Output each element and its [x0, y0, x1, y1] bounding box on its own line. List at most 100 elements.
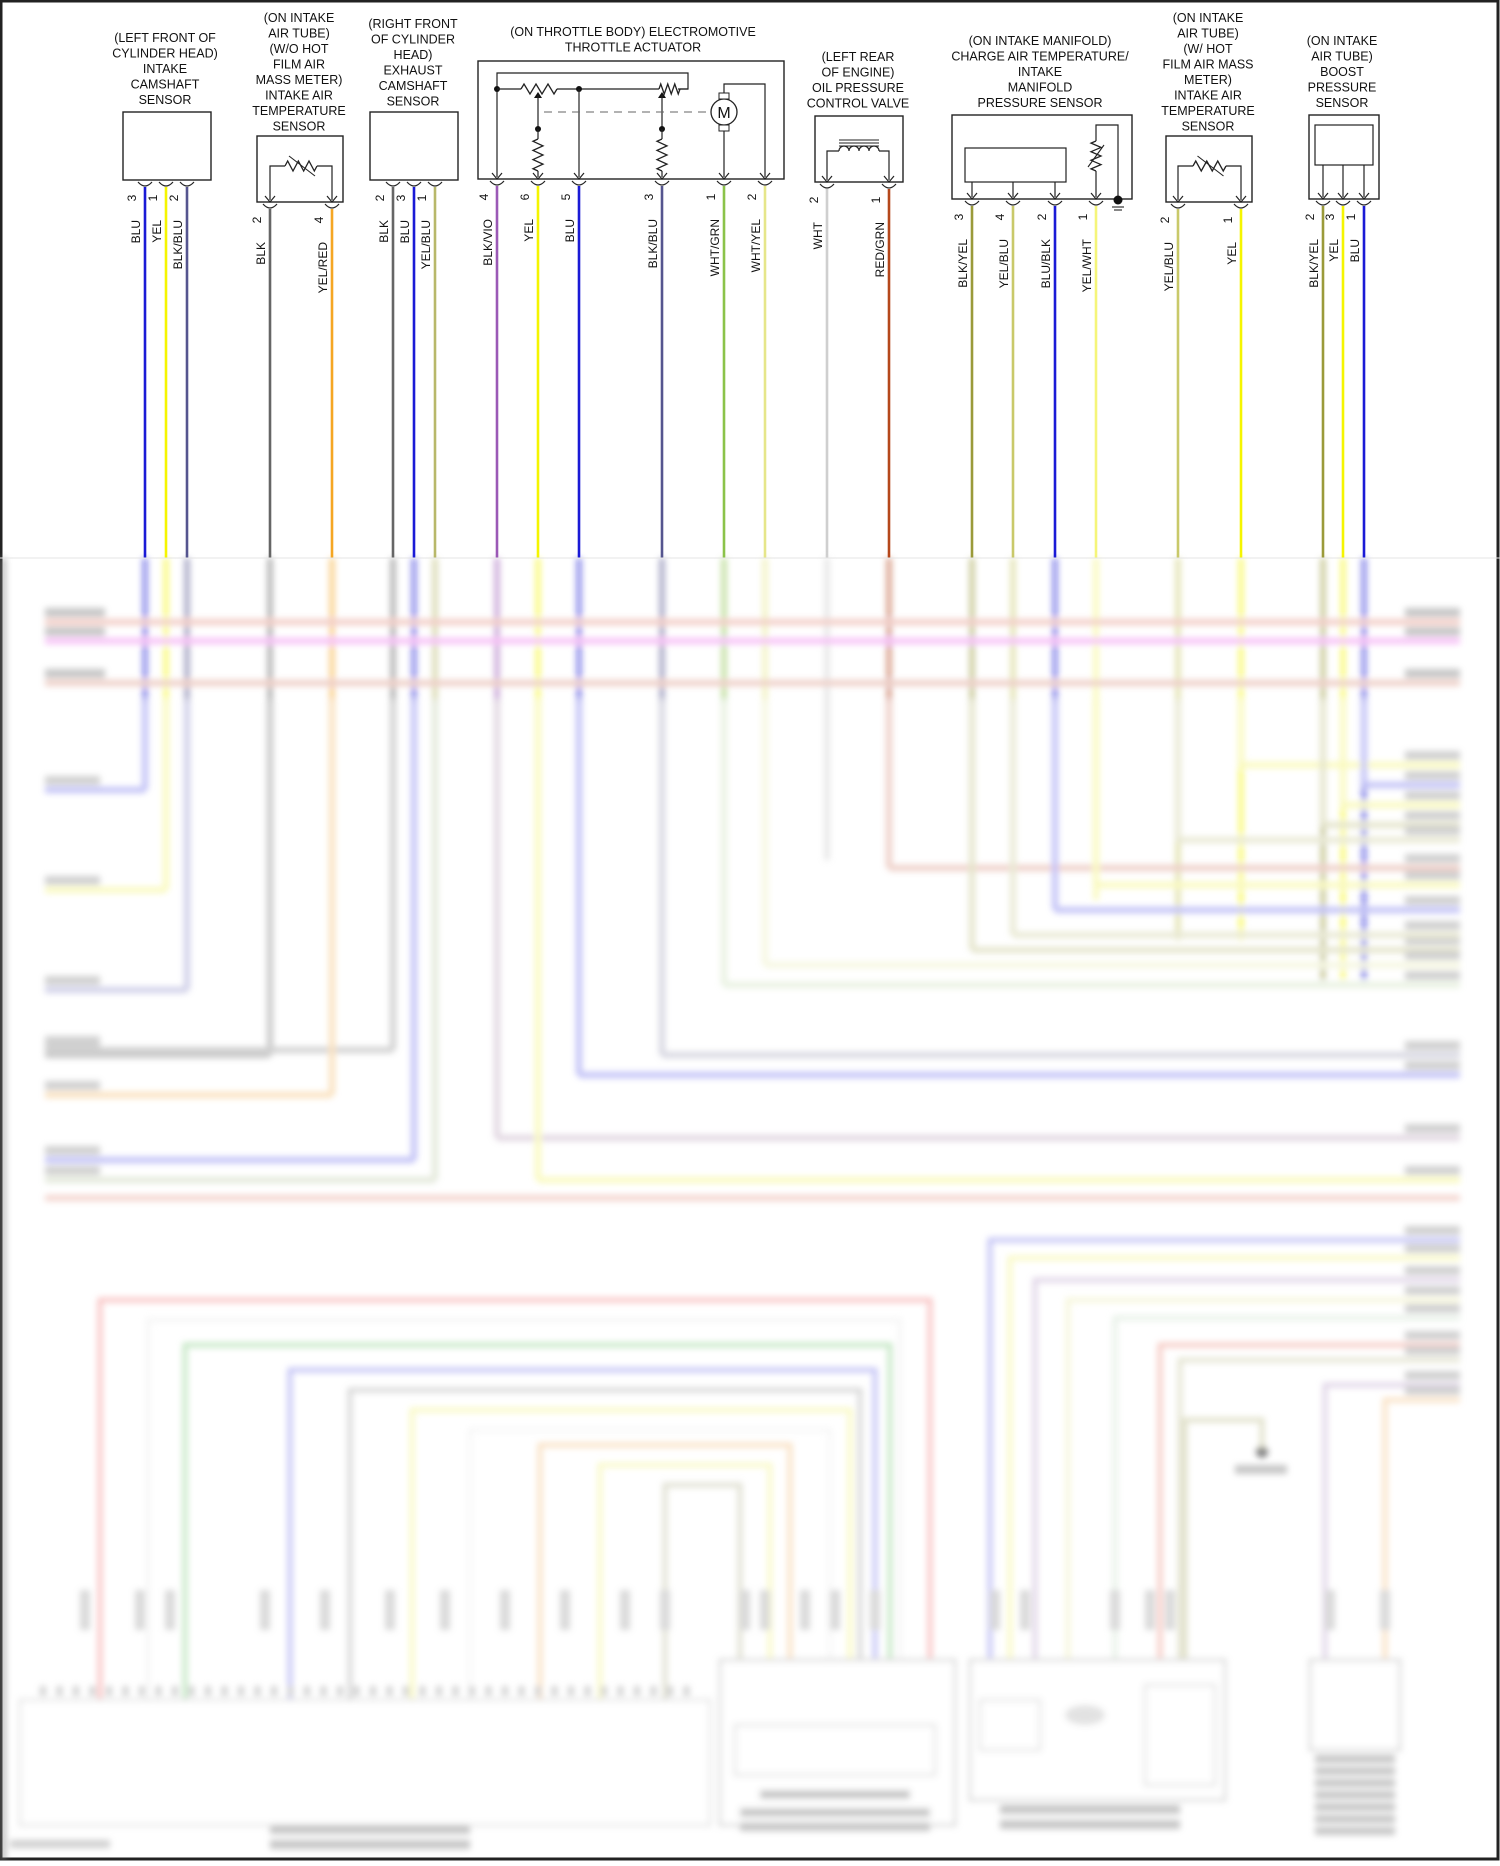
connector-terminal-icon: [717, 181, 731, 185]
pin-number: 1: [1221, 216, 1235, 223]
component-title-line: THROTTLE ACTUATOR: [565, 41, 701, 55]
component-title-line: CONTROL VALVE: [807, 97, 910, 111]
connector-terminal-icon: [386, 182, 400, 186]
pin-number: 2: [373, 194, 387, 201]
component-title-line: (ON INTAKE: [1307, 34, 1378, 48]
connector-terminal-icon: [428, 182, 442, 186]
wire-color-label: YEL: [150, 220, 164, 243]
pin-iat-without-hfm-4: 4YEL/RED: [312, 204, 339, 558]
wire-color-label: YEL: [1327, 239, 1341, 262]
component-intake-cam: (LEFT FRONT OFCYLINDER HEAD)INTAKECAMSHA…: [112, 31, 218, 558]
pin-intake-cam-3: 3BLU: [125, 182, 152, 558]
connector-terminal-icon: [965, 201, 979, 205]
pin-charge-air-map-2: 2BLU/BLK: [1035, 201, 1062, 558]
pin-number: 4: [993, 213, 1007, 220]
component-throttle-actuator: (ON THROTTLE BODY) ELECTROMOTIVE THROTTLE…: [477, 25, 784, 558]
component-title-line: BOOST: [1320, 65, 1364, 79]
pin-number: 3: [394, 194, 408, 201]
wire-color-label: YEL/BLU: [419, 220, 433, 269]
pin-number: 2: [807, 196, 821, 203]
component-title-line: OF ENGINE): [822, 66, 895, 80]
wire-color-label: BLK/BLU: [171, 220, 185, 269]
component-title-line: AIR TUBE): [1177, 27, 1239, 41]
component-title-line: (W/O HOT: [269, 42, 328, 56]
connector-terminal-icon: [1336, 201, 1350, 205]
component-title-line: FILM AIR MASS: [1163, 58, 1254, 72]
ground-node-icon: [1256, 1446, 1268, 1458]
connector-terminal-icon: [1048, 201, 1062, 205]
component-title-line: CAMSHAFT: [131, 78, 200, 92]
component-title-line: HEAD): [394, 48, 433, 62]
pin-charge-air-map-3: 3BLK/YEL: [952, 201, 979, 558]
pin-number: 2: [1303, 213, 1317, 220]
pin-throttle-actuator-1: 1WHT/GRN: [704, 181, 731, 558]
component-title-line: TEMPERATURE: [252, 104, 346, 118]
pin-exhaust-cam-1: 1YEL/BLU: [415, 182, 442, 558]
component-title-line: AIR TUBE): [268, 27, 330, 41]
connector-terminal-icon: [882, 184, 896, 188]
component-title-line: (ON THROTTLE BODY) ELECTROMOTIVE: [510, 25, 756, 39]
wire-color-label: WHT/YEL: [749, 219, 763, 273]
component-exhaust-cam: (RIGHT FRONTOF CYLINDERHEAD)EXHAUSTCAMSH…: [368, 17, 458, 558]
component-title-line: PRESSURE: [1308, 81, 1377, 95]
connector-terminal-icon: [655, 181, 669, 185]
connector-terminal-icon: [1316, 201, 1330, 205]
wiring-diagram: (LEFT FRONT OFCYLINDER HEAD)INTAKECAMSHA…: [0, 0, 1500, 1861]
wire-color-label: RED/GRN: [873, 222, 887, 277]
pin-oil-pressure-valve-1: 1 RED/GRN: [869, 184, 896, 558]
pin-number: 1: [146, 194, 160, 201]
pin-throttle-actuator-2: 2WHT/YEL: [745, 181, 772, 558]
pin-intake-cam-2: 2BLK/BLU: [167, 182, 194, 558]
pin-boost-pressure-1: 1BLU: [1344, 201, 1371, 558]
component-iat-with-hfm: (ON INTAKEAIR TUBE)(W/ HOTFILM AIR MASSM…: [1158, 11, 1255, 558]
component-body: [478, 61, 784, 179]
component-title-line: (ON INTAKE: [264, 11, 335, 25]
connector-terminal-icon: [572, 181, 586, 185]
pin-number: 5: [559, 193, 573, 200]
pin-throttle-actuator-3: 3BLK/BLU: [642, 181, 669, 558]
connector-terminal-icon: [263, 204, 277, 208]
pin-number: 1: [704, 193, 718, 200]
obscured-lower-section: [0, 558, 1460, 1861]
pin-number: 1: [1076, 213, 1090, 220]
pin-exhaust-cam-3: 3BLU: [394, 182, 421, 558]
wire-color-label: YEL/BLU: [997, 239, 1011, 288]
schematic-canvas: (LEFT FRONT OFCYLINDER HEAD)INTAKECAMSHA…: [0, 0, 1500, 1861]
wire-color-label: YEL/BLU: [1162, 242, 1176, 291]
wire-color-label: BLK: [254, 242, 268, 265]
component-title-line: SENSOR: [273, 120, 326, 134]
pin-intake-cam-1: 1 YEL: [146, 182, 173, 558]
component-title-line: SENSOR: [387, 95, 440, 109]
wire-color-label: BLU: [563, 219, 577, 242]
component-oil-pressure-valve: (LEFT REAROF ENGINE)OIL PRESSURECONTROL …: [807, 50, 910, 558]
pin-throttle-actuator-6: 6YEL: [518, 181, 545, 558]
connector-terminal-icon: [325, 204, 339, 208]
component-title-line: CYLINDER HEAD): [112, 47, 218, 61]
component-title-line: (LEFT REAR: [822, 50, 895, 64]
component-boost-pressure: (ON INTAKEAIR TUBE)BOOSTPRESSURESENSOR2B…: [1303, 34, 1379, 558]
component-title-line: (ON INTAKE MANIFOLD): [969, 34, 1112, 48]
pin-number: 3: [1323, 213, 1337, 220]
component-title-line: SENSOR: [139, 93, 192, 107]
pin-charge-air-map-1: 1 YEL/WHT: [1076, 201, 1103, 558]
ground-node-icon: [1114, 196, 1123, 205]
pin-exhaust-cam-2: 2 BLK: [373, 182, 400, 558]
pin-number: 3: [952, 213, 966, 220]
connector-terminal-icon: [1357, 201, 1371, 205]
pin-number: 2: [1035, 213, 1049, 220]
component-title-line: OF CYLINDER: [371, 33, 455, 47]
connector-terminal-icon: [138, 182, 152, 186]
wire-color-label: BLK: [377, 220, 391, 243]
component-title-line: (RIGHT FRONT: [368, 17, 458, 31]
page-border: [1, 1, 1498, 1859]
connector-terminal-icon: [1171, 204, 1185, 208]
visible-components-layer: (LEFT FRONT OFCYLINDER HEAD)INTAKECAMSHA…: [112, 11, 1379, 558]
component-title-line: FILM AIR: [273, 58, 325, 72]
wire-color-label: YEL/WHT: [1080, 238, 1094, 292]
pin-number: 1: [869, 196, 883, 203]
pin-boost-pressure-2: 2BLK/YEL: [1303, 201, 1330, 558]
wire-color-label: YEL: [1225, 242, 1239, 265]
component-title-line: CAMSHAFT: [379, 79, 448, 93]
component-title-line: AIR TUBE): [1311, 50, 1373, 64]
connector-terminal-icon: [159, 182, 173, 186]
